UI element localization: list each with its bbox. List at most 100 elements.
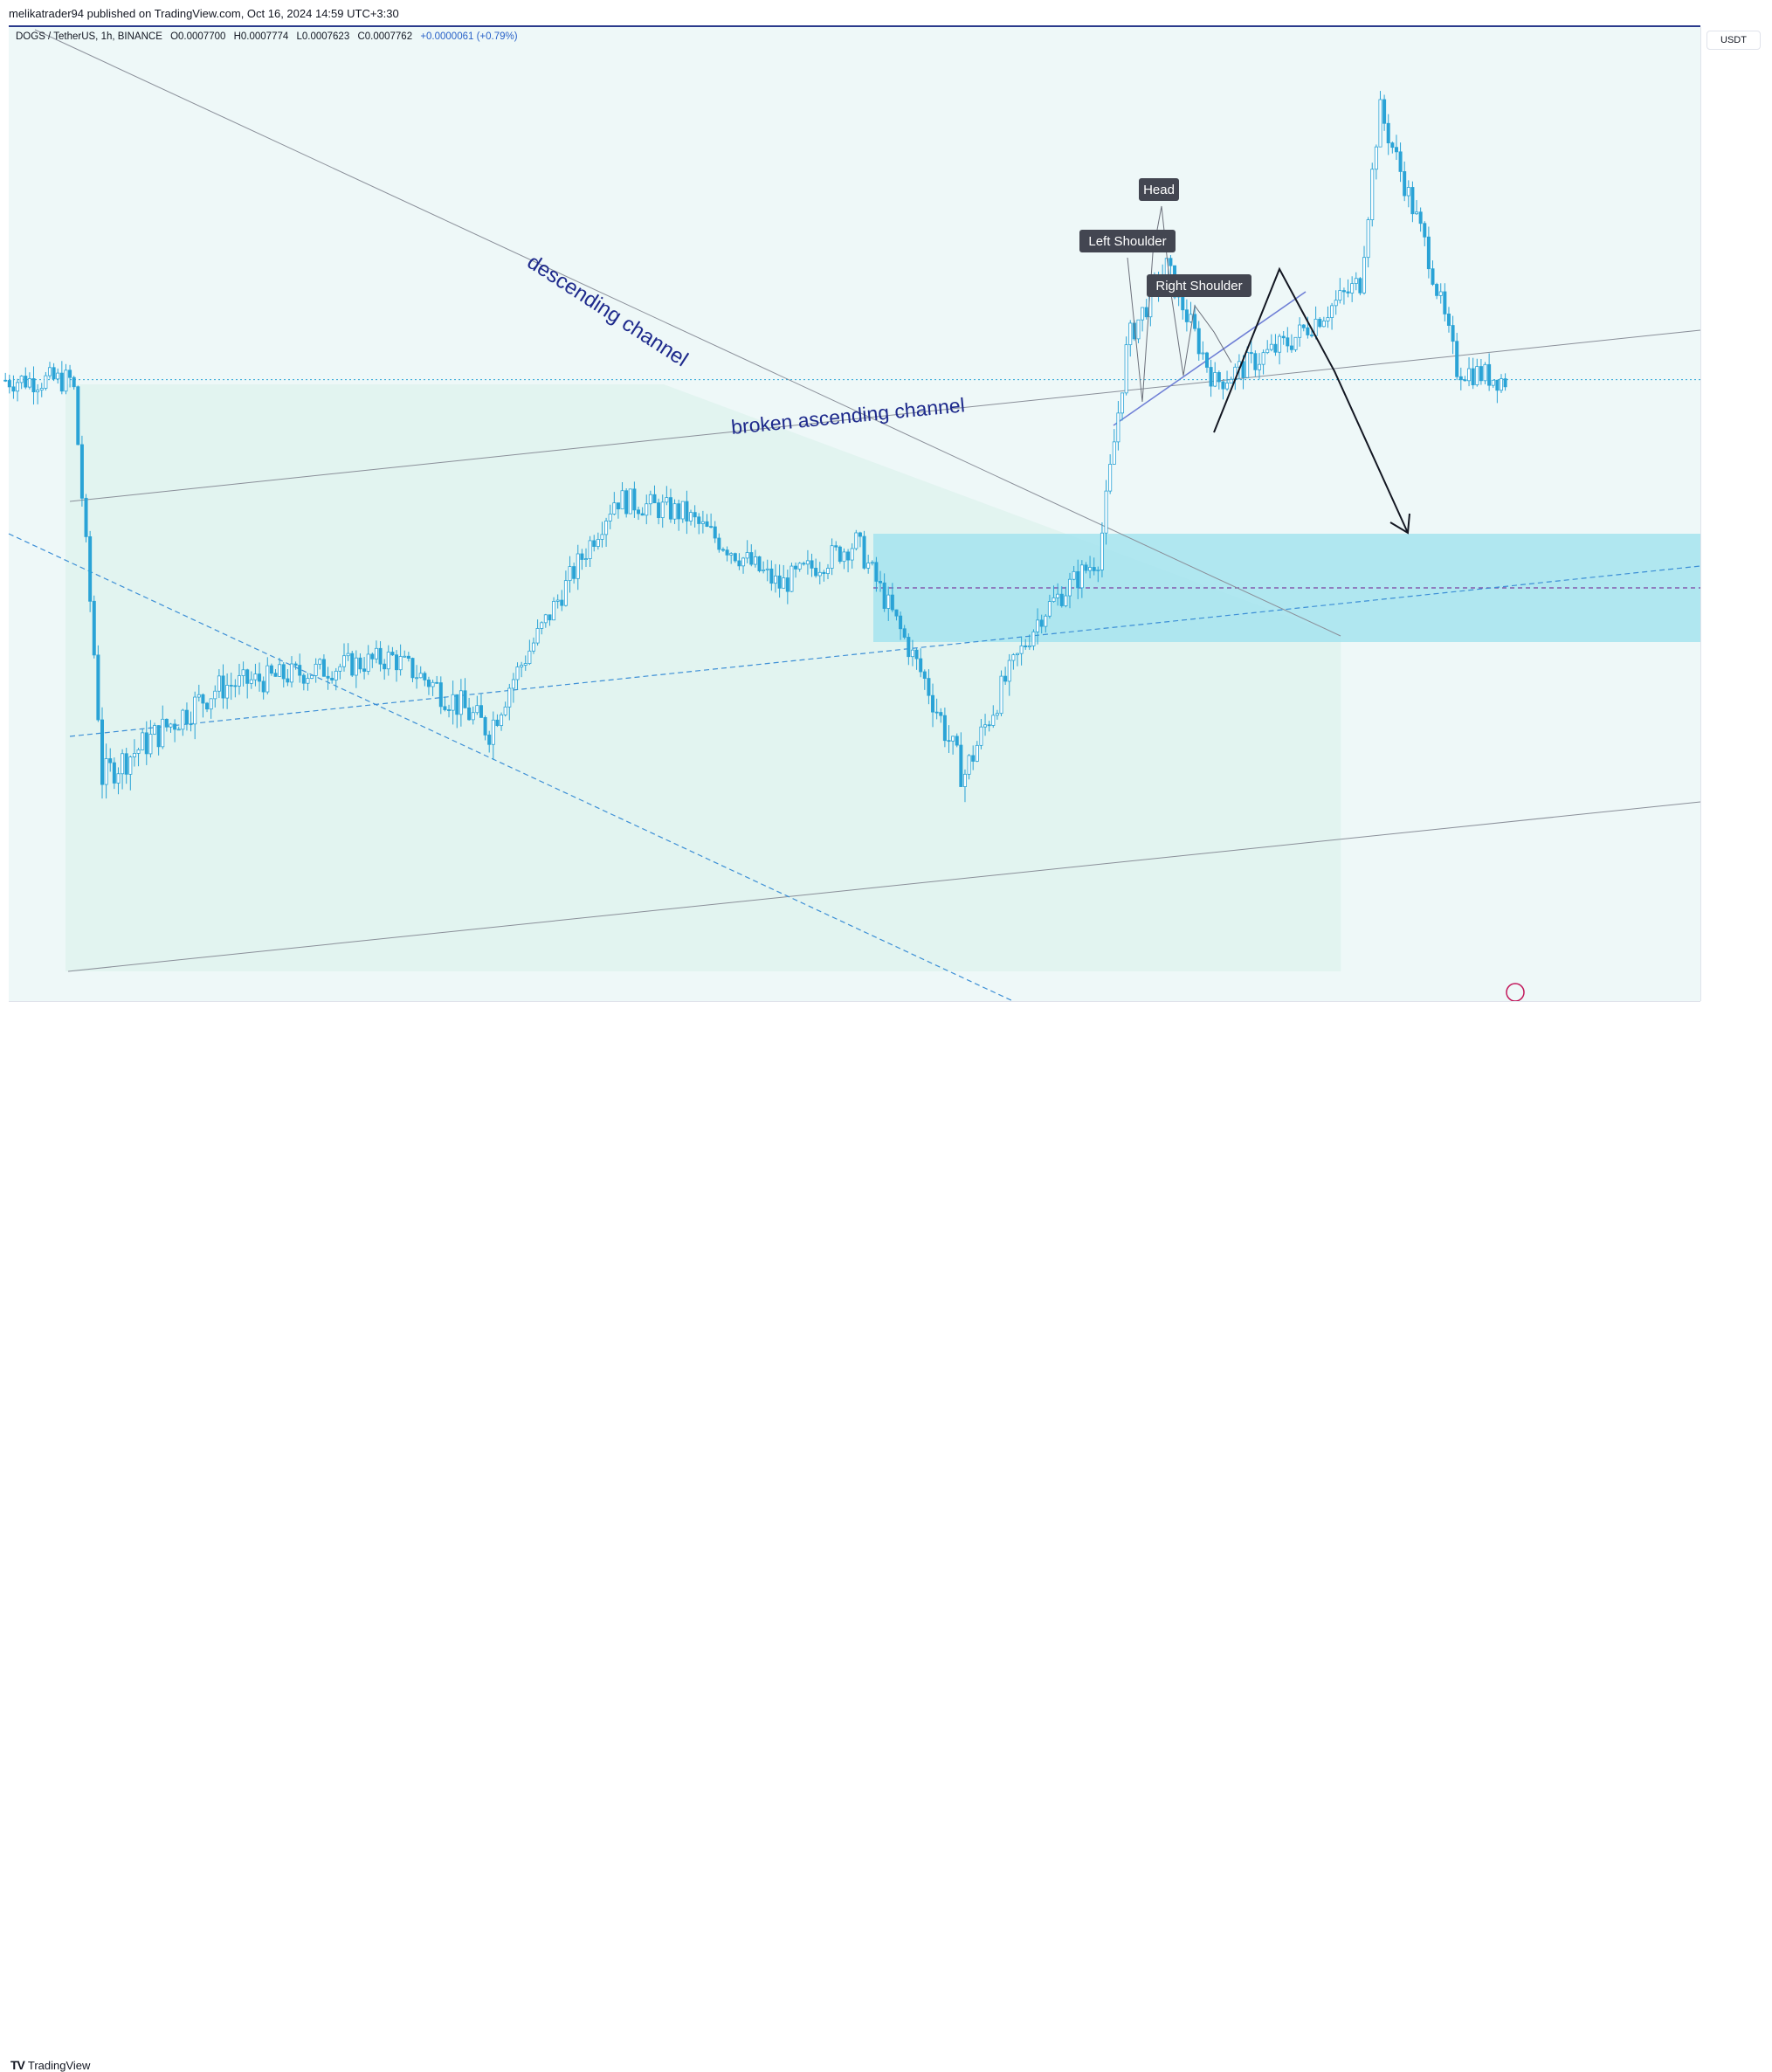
candle-body [1265,349,1270,354]
symbol-label[interactable]: DOGS / TetherUS, 1h, BINANCE [16,31,162,42]
candle [1120,392,1125,421]
candle-body [374,647,378,660]
candle-body [426,679,431,687]
candle-body [1169,258,1173,266]
candle-body [96,654,100,721]
candle-body [181,709,185,730]
candle-body [354,657,358,676]
candle-body [1217,372,1221,383]
candle [555,594,560,609]
candle [1169,255,1173,276]
candle [842,548,846,570]
candle [854,529,858,551]
price-axis[interactable] [1700,27,1772,1001]
candle-body [108,758,113,763]
time-axis[interactable] [9,1001,1700,1025]
candle-body [233,685,238,687]
candle-body [459,690,463,715]
candle-body [495,719,500,727]
candle [620,481,624,510]
high-value: H0.0007774 [233,31,289,42]
candle [1229,376,1233,383]
candle [1471,357,1475,390]
candle [697,513,701,535]
candle-body [104,758,108,785]
candle-body [680,501,685,520]
candle-body [910,649,914,658]
descending-channel-line [34,29,1341,637]
candle-body [229,685,233,687]
currency-selector[interactable]: USDT [1706,31,1761,50]
candle [1265,340,1270,355]
candle [693,505,697,528]
candle [1079,560,1084,598]
candle [383,659,387,680]
candle-body [173,723,177,730]
tradingview-logo[interactable]: TV TradingView [10,2058,90,2072]
candle-body [1370,169,1375,221]
candle-body [253,673,258,680]
candle-body [1056,593,1060,598]
candle-body [1124,344,1128,394]
candle [503,701,507,717]
candle [709,513,714,528]
candle-body [1403,171,1407,197]
candle-body [76,386,80,445]
candle [939,708,943,723]
candle-body [479,705,483,718]
candle [975,741,979,763]
candle-body [1358,278,1362,294]
candle [1398,142,1403,183]
candle [1273,334,1278,356]
candle-body [1318,318,1322,328]
candle-body [890,594,894,611]
candle [289,656,293,687]
candle-body [959,744,963,787]
candle-body [995,713,999,716]
candle [540,621,544,635]
candle [1245,346,1250,378]
candle-body [1036,619,1040,632]
candle [1366,217,1370,268]
candle-body [608,514,612,521]
candle-body [1463,379,1467,382]
candle-body [1079,564,1084,589]
candle [773,563,777,593]
right-shoulder-label-bg [1147,274,1251,297]
candle [201,693,205,718]
candle-body [1044,615,1048,627]
candle [741,556,746,574]
candle [700,510,705,534]
candle [680,501,685,523]
candle-body [221,675,225,699]
candle [491,711,495,760]
candle [1418,207,1423,232]
candle [826,563,831,580]
candle [757,556,762,573]
candle [999,670,1003,716]
candle-body [1047,601,1051,617]
candle-body [398,656,403,671]
channel-shade [65,384,1341,971]
candle [1141,307,1145,332]
candle [1446,307,1451,333]
candle [894,609,899,621]
candle [370,652,375,668]
candle-body [531,642,535,652]
candle [403,650,407,658]
candle-body [725,549,729,556]
candle-body [1120,392,1125,414]
candle [281,662,286,687]
candle-body [1209,367,1213,387]
candle [672,499,677,524]
candle [261,676,265,700]
chart-canvas[interactable]: descending channel broken ascending chann… [0,0,1772,1056]
candle-body [1144,307,1148,318]
candle-body [318,659,322,665]
candle [1410,181,1415,223]
candle-body [628,488,632,515]
candle-body [455,694,459,715]
candle-body [620,490,624,510]
candle-body [709,526,714,528]
candle [479,694,483,718]
